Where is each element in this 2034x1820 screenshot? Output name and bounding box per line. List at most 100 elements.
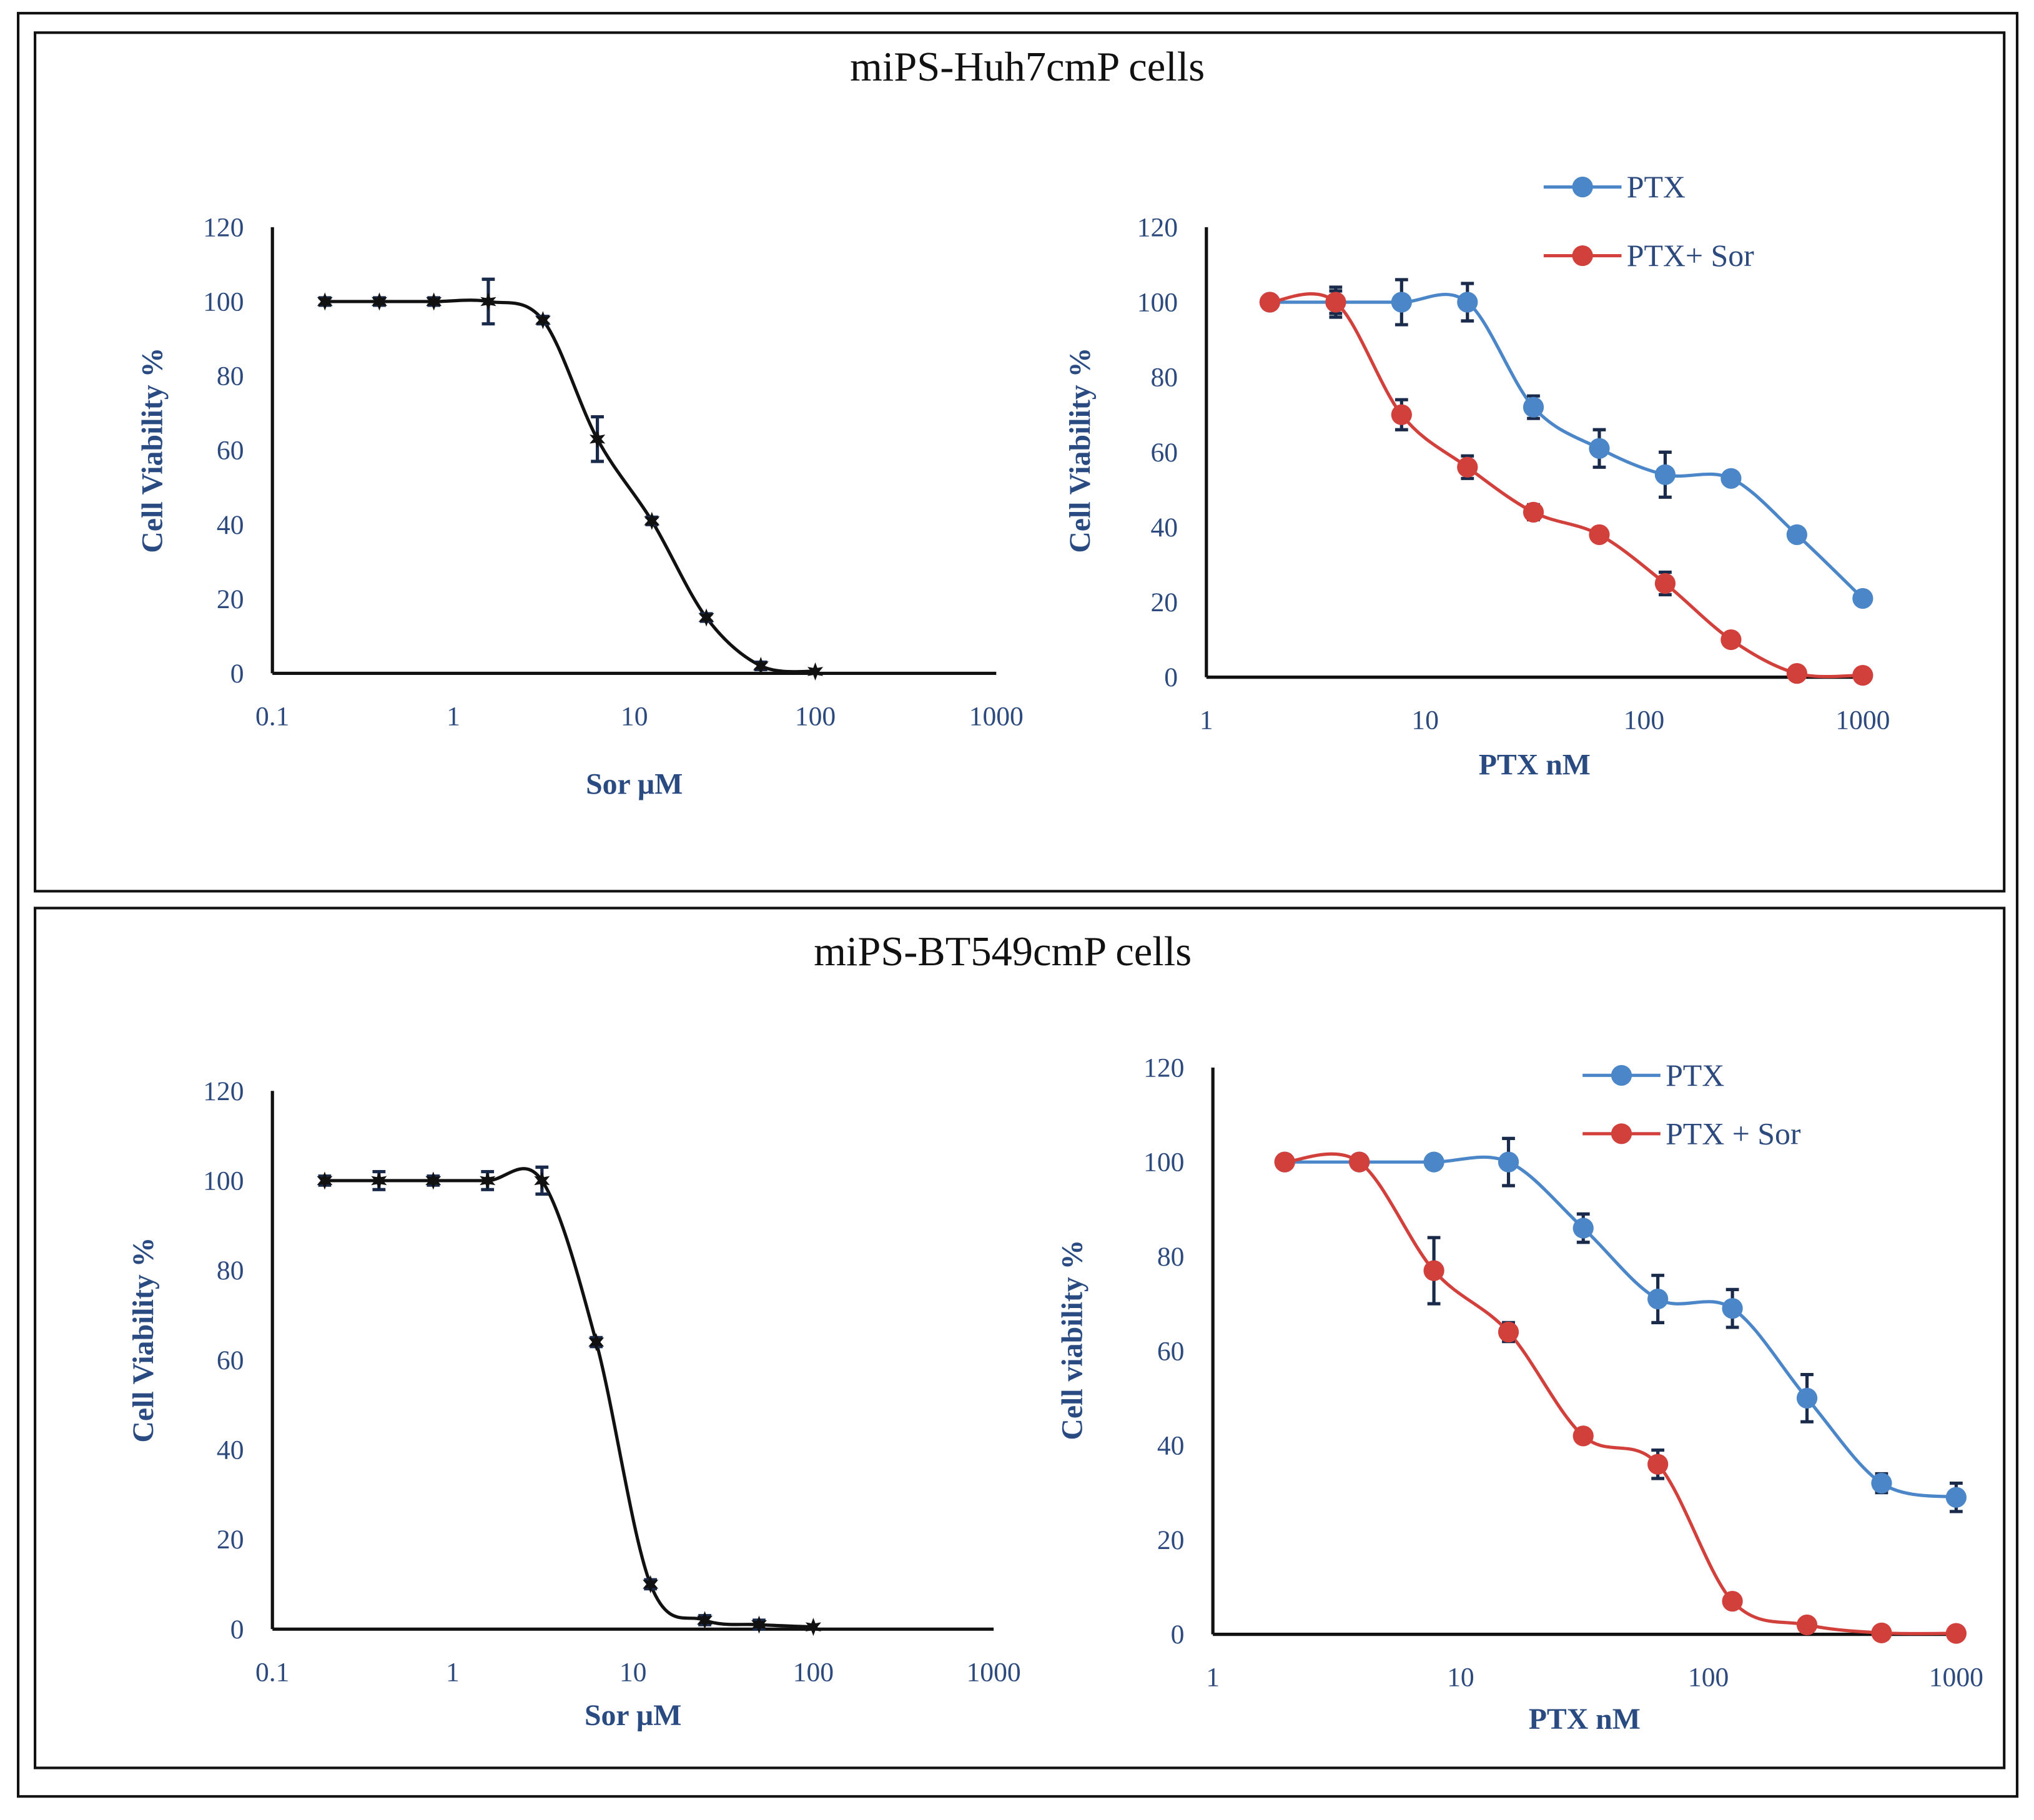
data-point xyxy=(643,1575,659,1593)
x-tick-label: 1 xyxy=(446,1657,460,1687)
data-point xyxy=(805,1618,821,1636)
data-point xyxy=(480,1171,496,1190)
data-point xyxy=(1589,438,1610,459)
legend-item: PTX xyxy=(1543,170,1686,204)
outer-border xyxy=(17,12,2019,1798)
data-point xyxy=(1498,1151,1519,1173)
legend-marker xyxy=(1572,176,1593,198)
data-point xyxy=(371,292,388,311)
panel-bottom-title: miPS-BT549cmP cells xyxy=(814,929,1192,975)
y-tick-label: 80 xyxy=(1150,363,1178,393)
data-point xyxy=(1423,1260,1444,1281)
data-point xyxy=(425,1171,442,1190)
y-tick-label: 40 xyxy=(217,510,244,540)
legend-item: PTX + Sor xyxy=(1582,1116,1801,1151)
panel-top-title: miPS-Huh7cmP cells xyxy=(850,44,1205,90)
y-tick-label: 120 xyxy=(203,212,244,242)
data-point xyxy=(696,1611,713,1630)
y-tick-label: 0 xyxy=(230,659,244,689)
data-point xyxy=(1852,665,1874,686)
data-point xyxy=(1852,588,1874,609)
series-ptx-sor xyxy=(1274,1151,1967,1644)
legend-marker xyxy=(1611,1123,1632,1144)
chart-2: 0.1 1 10 100 1000 0 20 40 60 80 100 120 Sor µM Cell V… xyxy=(127,1076,1021,1732)
y-tick-label: 0 xyxy=(230,1615,244,1645)
series-line xyxy=(1270,292,1864,600)
data-point xyxy=(1654,573,1676,594)
y-tick-label: 100 xyxy=(1137,288,1178,318)
y-tick-label: 20 xyxy=(217,584,244,614)
y-tick-label: 60 xyxy=(217,1345,244,1375)
legend-label: PTX+ Sor xyxy=(1627,239,1754,273)
x-tick-label: 1000 xyxy=(967,1657,1021,1687)
panel-bottom-border xyxy=(34,907,2006,1769)
y-tick-label: 40 xyxy=(1150,513,1178,543)
data-point xyxy=(1572,1217,1594,1239)
data-point xyxy=(1647,1454,1669,1475)
x-axis-label: Sor µM xyxy=(585,1699,681,1732)
panel-top-border xyxy=(34,31,2006,893)
y-tick-label: 60 xyxy=(1150,438,1178,468)
y-tick-label: 100 xyxy=(1143,1148,1184,1178)
data-point xyxy=(753,656,769,676)
data-point xyxy=(317,1171,333,1190)
data-point xyxy=(1325,292,1346,313)
data-point xyxy=(1786,663,1807,684)
y-tick-label: 20 xyxy=(1150,588,1178,617)
data-point xyxy=(1945,1487,1967,1508)
y-tick-label: 80 xyxy=(217,362,244,391)
y-tick-label: 120 xyxy=(203,1076,244,1106)
x-tick-label: 100 xyxy=(1688,1663,1729,1693)
data-point xyxy=(1457,456,1478,478)
x-tick-label: 10 xyxy=(621,702,648,732)
data-point xyxy=(317,292,333,311)
data-point xyxy=(751,1615,768,1634)
data-point xyxy=(426,292,442,311)
data-point xyxy=(589,430,606,448)
y-axis-label: Cell viability % xyxy=(1055,1240,1089,1440)
y-tick-label: 20 xyxy=(1157,1525,1185,1555)
data-point xyxy=(1871,1622,1892,1643)
data-point xyxy=(480,292,496,311)
data-point xyxy=(1523,396,1544,418)
y-tick-label: 100 xyxy=(203,287,244,317)
series-line xyxy=(1285,1155,1957,1499)
legend-label: PTX xyxy=(1666,1058,1724,1093)
x-tick-label: 10 xyxy=(620,1657,647,1687)
series-ptx-sor xyxy=(1259,289,1874,686)
data-point xyxy=(534,1171,550,1190)
y-axis-label: Cell Viability % xyxy=(127,1237,160,1443)
series-line xyxy=(325,298,816,674)
legend-label: PTX xyxy=(1627,170,1686,204)
x-tick-label: 10 xyxy=(1447,1663,1474,1693)
x-axis-label: Sor µM xyxy=(586,768,683,801)
data-point xyxy=(1259,292,1280,313)
y-tick-label: 120 xyxy=(1137,212,1178,242)
x-tick-label: 1 xyxy=(1206,1663,1220,1693)
y-axis-label: Cell Viability % xyxy=(136,348,169,553)
data-point xyxy=(698,608,714,627)
data-point xyxy=(535,311,551,330)
data-point xyxy=(1721,468,1742,489)
y-tick-label: 40 xyxy=(1157,1431,1185,1461)
y-tick-label: 40 xyxy=(217,1435,244,1465)
x-tick-label: 1000 xyxy=(969,702,1024,732)
data-point xyxy=(1572,1425,1594,1447)
legend-label: PTX + Sor xyxy=(1666,1116,1801,1151)
y-tick-label: 20 xyxy=(217,1525,244,1555)
x-tick-label: 100 xyxy=(793,1657,834,1687)
data-point xyxy=(1721,629,1742,651)
y-tick-label: 80 xyxy=(217,1256,244,1286)
chart-1: 1 10 100 1000 0 20 40 60 80 100 120 PTX nM Cell Viab… xyxy=(1064,170,1890,781)
data-point xyxy=(1589,524,1610,546)
series-line xyxy=(324,1167,814,1629)
x-tick-label: 1000 xyxy=(1929,1663,1983,1693)
data-point xyxy=(1349,1151,1370,1173)
data-point xyxy=(644,511,660,530)
data-point xyxy=(1391,404,1412,425)
data-point xyxy=(1647,1288,1669,1310)
data-point xyxy=(807,662,824,681)
data-point xyxy=(1654,464,1676,485)
y-tick-label: 120 xyxy=(1143,1053,1184,1083)
